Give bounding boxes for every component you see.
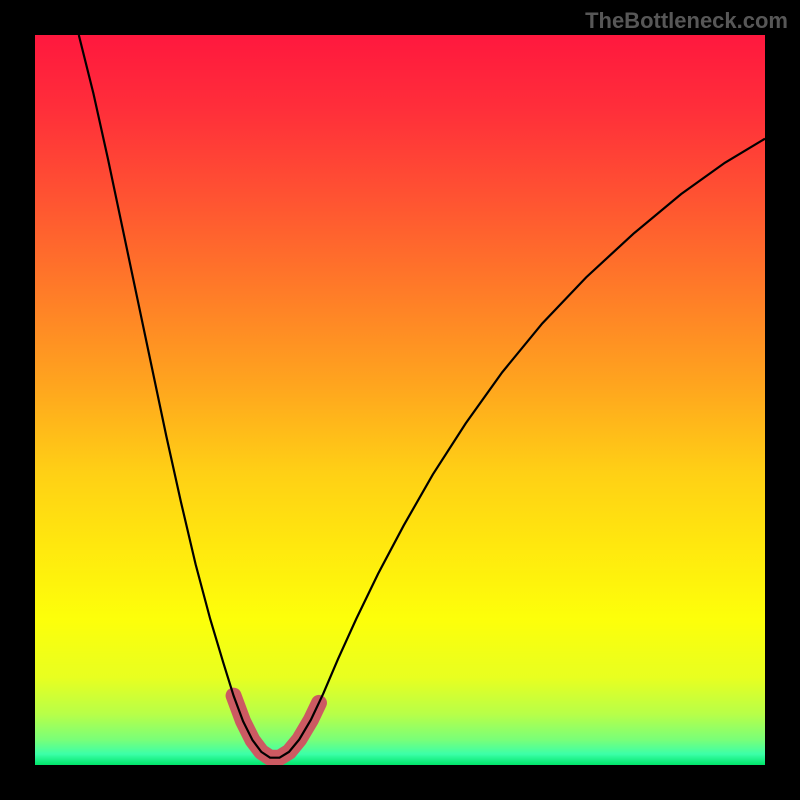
watermark-text: TheBottleneck.com bbox=[585, 8, 788, 34]
gradient-background bbox=[35, 35, 765, 765]
plot-area bbox=[35, 35, 765, 765]
chart-svg bbox=[35, 35, 765, 765]
